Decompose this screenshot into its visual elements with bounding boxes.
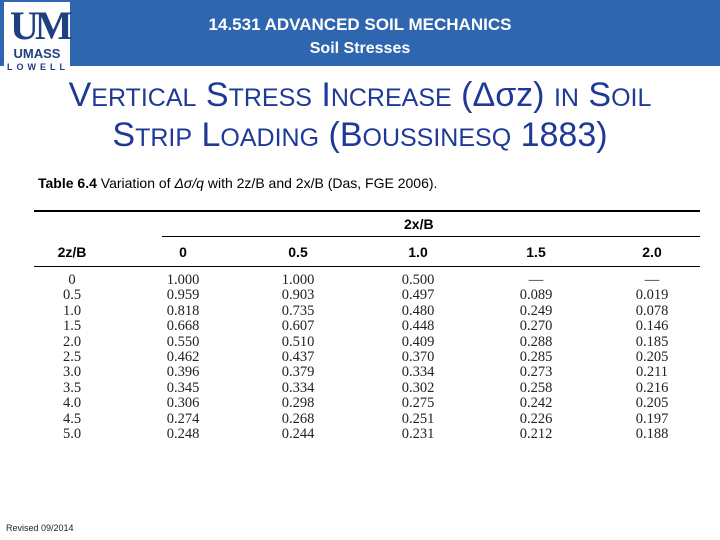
row-label: 3.0 — [62, 364, 82, 381]
table-cell: 0.345 — [166, 379, 200, 396]
table-cell: 0.231 — [401, 426, 435, 442]
row-label: 0 — [68, 272, 76, 288]
table-cell: 0.500 — [401, 272, 435, 288]
table-cell: 0.268 — [281, 410, 315, 427]
table-cell: 0.146 — [635, 318, 669, 335]
table-cell: 0.409 — [401, 333, 435, 350]
table-cell: 0.078 — [635, 302, 669, 319]
row-label: 1.5 — [62, 318, 82, 335]
table-cell: 0.903 — [281, 287, 315, 304]
stress-table: 2x/B 2z/B 0 0.5 1.0 1.5 2.0 0 1.000 1.000 0… — [34, 208, 700, 508]
column-header: 1.5 — [526, 244, 546, 260]
table-cell: 0.251 — [401, 410, 435, 427]
table-cell: 0.334 — [281, 379, 315, 396]
table-cell: 0.550 — [166, 333, 200, 350]
slide-title-line2: STRIP LOADING (BOUSSINESQ 1883) — [112, 116, 608, 154]
table-cell: 0.668 — [166, 318, 200, 335]
table-caption: Table 6.4 Variation of Δσ/q with 2z/B an… — [38, 175, 438, 191]
row-label: 0.5 — [62, 287, 82, 304]
table-cell: 0.959 — [166, 287, 200, 304]
table-cell: 0.480 — [401, 302, 435, 319]
column-header: 0 — [179, 244, 187, 260]
column-group-rule — [162, 236, 700, 237]
table-cell: 0.735 — [281, 302, 315, 319]
table-cell: 0.185 — [635, 333, 669, 350]
table-row: 3.5 0.345 0.334 0.302 0.258 0.216 — [34, 379, 700, 396]
table-cell: 0.244 — [281, 426, 315, 442]
column-header: 1.0 — [408, 244, 428, 260]
table-cell: 0.275 — [401, 395, 435, 412]
table-cell: 0.437 — [281, 349, 315, 365]
table-cell: 1.000 — [281, 272, 315, 288]
logo-campus: LOWELL — [7, 62, 69, 72]
table-cell: — — [528, 272, 544, 288]
column-group-header: 2x/B — [404, 216, 434, 232]
table-row: 0.5 0.959 0.903 0.497 0.089 0.019 — [34, 287, 700, 304]
table-cell: 0.379 — [281, 364, 315, 381]
table-cell: 0.216 — [635, 379, 669, 396]
table-cell: 0.306 — [166, 395, 200, 412]
table-cell: 0.298 — [281, 395, 315, 412]
table-row: 2.5 0.462 0.437 0.370 0.285 0.205 — [34, 349, 700, 365]
table-cell: 0.510 — [281, 333, 315, 350]
row-header: 2z/B — [57, 244, 87, 260]
topic-title: Soil Stresses — [309, 40, 411, 57]
logo-letters: UM — [10, 3, 73, 48]
table-cell: 0.288 — [519, 333, 553, 350]
table-cell: 0.497 — [401, 287, 435, 304]
table-row: 4.0 0.306 0.298 0.275 0.242 0.205 — [34, 395, 700, 412]
table-cell: 0.258 — [519, 379, 553, 396]
table-cell: 0.211 — [635, 364, 669, 381]
table-cell: 0.396 — [166, 364, 200, 381]
table-cell: 0.248 — [166, 426, 200, 442]
table-cell: 0.273 — [519, 364, 553, 381]
table-cell: 0.188 — [635, 426, 669, 442]
header-rule — [34, 266, 700, 267]
umass-lowell-logo: UM UMASS LOWELL — [4, 2, 73, 74]
table-cell: 0.607 — [281, 318, 315, 335]
table-cell: 0.226 — [519, 410, 553, 427]
table-cell: 0.370 — [401, 349, 435, 365]
row-label: 5.0 — [62, 426, 82, 442]
slide-header: UM UMASS LOWELL 14.531 ADVANCED SOIL MEC… — [0, 0, 720, 74]
table-cell: — — [644, 272, 660, 288]
row-label: 2.0 — [62, 333, 82, 350]
table-row: 3.0 0.396 0.379 0.334 0.273 0.211 — [34, 364, 700, 381]
table-cell: 0.270 — [519, 318, 553, 335]
table-row: 1.0 0.818 0.735 0.480 0.249 0.078 — [34, 302, 700, 319]
table-cell: 0.462 — [166, 349, 200, 365]
table-cell: 0.274 — [166, 410, 200, 427]
table-cell: 0.818 — [166, 302, 200, 319]
table-top-rule — [34, 210, 700, 212]
row-label: 2.5 — [62, 349, 82, 365]
table-cell: 0.302 — [401, 379, 435, 396]
table-cell: 0.249 — [519, 302, 553, 319]
table-cell: 0.197 — [635, 410, 669, 427]
revised-date: Revised 09/2014 — [6, 523, 74, 533]
column-header: 2.0 — [642, 244, 662, 260]
table-row: 1.5 0.668 0.607 0.448 0.270 0.146 — [34, 318, 700, 335]
table-cell: 0.205 — [635, 349, 669, 365]
row-label: 4.5 — [62, 410, 82, 427]
table-cell: 0.285 — [519, 349, 553, 365]
table-row: 0 1.000 1.000 0.500 — — — [34, 272, 700, 288]
logo-name: UMASS — [13, 46, 61, 61]
table-cell: 0.242 — [519, 395, 553, 412]
table-cell: 0.334 — [401, 364, 435, 381]
slide-title-line1: VERTICAL STRESS INCREASE (Δσz) IN SOIL — [68, 76, 652, 114]
row-label: 4.0 — [62, 395, 82, 412]
column-header: 0.5 — [288, 244, 308, 260]
row-label: 1.0 — [62, 302, 82, 319]
table-row: 4.5 0.274 0.268 0.251 0.226 0.197 — [34, 410, 700, 427]
table-cell: 0.212 — [519, 426, 553, 442]
table-cell: 0.448 — [401, 318, 435, 335]
row-label: 3.5 — [62, 379, 82, 396]
table-cell: 0.019 — [635, 287, 669, 304]
table-cell: 0.205 — [635, 395, 669, 412]
table-cell: 0.089 — [519, 287, 553, 304]
table-cell: 1.000 — [166, 272, 200, 288]
table-row: 5.0 0.248 0.244 0.231 0.212 0.188 — [34, 426, 700, 442]
course-title: 14.531 ADVANCED SOIL MECHANICS — [208, 15, 512, 34]
table-row: 2.0 0.550 0.510 0.409 0.288 0.185 — [34, 333, 700, 350]
